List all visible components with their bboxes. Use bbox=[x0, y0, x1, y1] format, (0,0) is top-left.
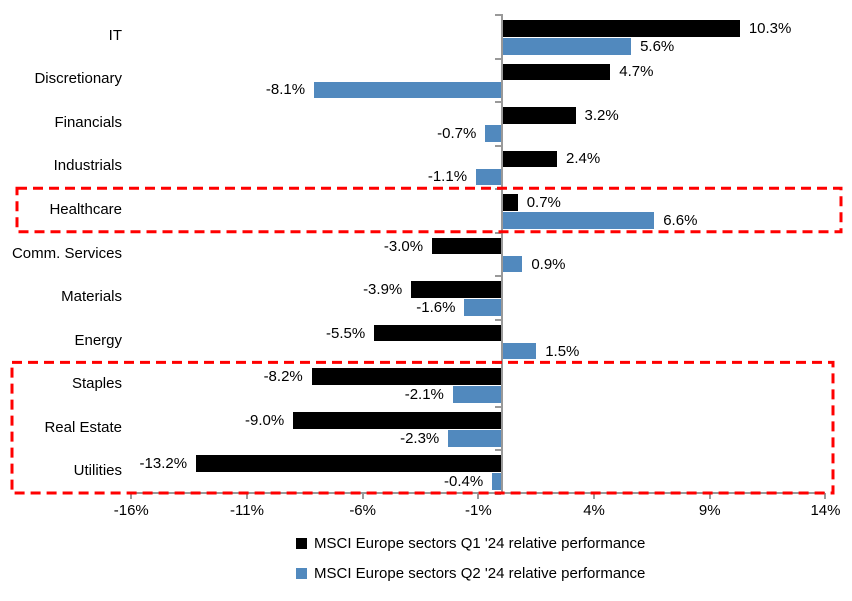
bar-q1 bbox=[501, 107, 576, 124]
category-label: Energy bbox=[74, 331, 122, 349]
legend-label-q2: MSCI Europe sectors Q2 '24 relative perf… bbox=[314, 565, 646, 582]
bar-q2 bbox=[314, 81, 502, 99]
bar-q2 bbox=[501, 342, 537, 360]
y-axis-tick bbox=[494, 188, 501, 191]
bar-q1 bbox=[501, 63, 611, 81]
y-axis-tick bbox=[494, 275, 501, 278]
data-label: -8.1% bbox=[265, 81, 306, 99]
y-axis-tick bbox=[494, 14, 501, 16]
legend-marker-q1-icon bbox=[296, 538, 307, 549]
data-label: 1.5% bbox=[545, 342, 580, 360]
data-label: 10.3% bbox=[748, 19, 792, 37]
category-label: Real Estate bbox=[44, 418, 122, 436]
category-label: Industrials bbox=[53, 157, 122, 175]
data-label: -8.2% bbox=[263, 368, 303, 386]
category-label: Comm. Services bbox=[11, 244, 122, 262]
x-axis-tick bbox=[361, 493, 364, 499]
data-label: 2.4% bbox=[566, 150, 601, 168]
y-axis-tick bbox=[494, 57, 501, 60]
bar-q1 bbox=[501, 150, 558, 168]
bar-q2 bbox=[448, 429, 502, 447]
x-axis-tick bbox=[824, 493, 827, 499]
x-tick-label: 9% bbox=[698, 502, 721, 519]
x-axis-tick bbox=[593, 493, 596, 499]
bar-q1 bbox=[411, 281, 502, 298]
y-axis-tick bbox=[494, 405, 501, 408]
data-label: -1.1% bbox=[427, 168, 468, 186]
legend-item-q1: MSCI Europe sectors Q1 '24 relative perf… bbox=[296, 535, 645, 552]
category-label: Financials bbox=[54, 113, 122, 131]
category-label: Utilities bbox=[73, 462, 122, 480]
category-label: Discretionary bbox=[34, 70, 122, 88]
x-tick-label: -1% bbox=[465, 502, 492, 519]
x-axis-tick bbox=[130, 493, 133, 499]
x-tick-label: -16% bbox=[113, 502, 149, 519]
legend-label-q1: MSCI Europe sectors Q1 '24 relative perf… bbox=[314, 535, 646, 552]
x-axis-tick bbox=[477, 493, 480, 499]
data-label: -2.1% bbox=[404, 386, 444, 404]
y-axis-tick bbox=[494, 449, 501, 452]
bar-q2 bbox=[501, 38, 632, 55]
data-label: 6.6% bbox=[663, 211, 698, 229]
x-tick-label: 14% bbox=[810, 502, 841, 519]
bar-q2 bbox=[501, 255, 523, 273]
bar-q1 bbox=[196, 455, 502, 473]
y-axis-tick bbox=[494, 101, 501, 104]
legend-marker-q2-icon bbox=[296, 568, 307, 579]
x-tick-label: 4% bbox=[583, 502, 605, 519]
y-axis-tick bbox=[494, 144, 501, 147]
y-axis-tick bbox=[494, 362, 501, 365]
data-label: -2.3% bbox=[400, 429, 440, 447]
data-label: -1.6% bbox=[416, 299, 456, 317]
data-label: 0.9% bbox=[531, 255, 566, 273]
category-label: IT bbox=[108, 26, 122, 44]
data-label: -0.4% bbox=[444, 473, 484, 491]
y-axis-tick bbox=[494, 231, 501, 234]
data-label: 3.2% bbox=[584, 106, 619, 124]
bar-q1 bbox=[432, 237, 502, 255]
x-tick-label: -11% bbox=[230, 502, 264, 519]
bar-q2 bbox=[501, 212, 655, 229]
bar-q1 bbox=[374, 324, 502, 342]
data-label: 4.7% bbox=[619, 63, 654, 81]
data-label: -3.9% bbox=[363, 281, 403, 299]
legend-item-q2: MSCI Europe sectors Q2 '24 relative perf… bbox=[296, 565, 645, 582]
data-label: -5.5% bbox=[326, 324, 366, 342]
bar-q1 bbox=[311, 368, 502, 385]
category-label: Staples bbox=[71, 375, 122, 393]
bar-q1 bbox=[501, 20, 740, 37]
bar-q2 bbox=[476, 168, 502, 186]
y-axis-tick bbox=[494, 318, 501, 321]
data-label: -3.0% bbox=[383, 237, 424, 255]
category-label: Materials bbox=[61, 288, 122, 306]
data-label: 0.7% bbox=[526, 193, 561, 211]
x-axis-tick bbox=[245, 493, 248, 499]
y-axis-line bbox=[500, 14, 503, 493]
data-label: -13.2% bbox=[139, 455, 188, 473]
x-axis-tick bbox=[708, 493, 711, 499]
data-label: 5.6% bbox=[640, 37, 675, 55]
bar-q2 bbox=[464, 299, 502, 316]
bar-q1 bbox=[293, 411, 502, 429]
bar-q1 bbox=[501, 194, 518, 211]
x-tick-label: -6% bbox=[349, 502, 376, 519]
bar-q2 bbox=[452, 386, 502, 403]
category-label: Healthcare bbox=[49, 200, 122, 218]
data-label: -9.0% bbox=[245, 411, 285, 429]
data-label: -0.7% bbox=[437, 124, 477, 142]
bar-q2 bbox=[485, 125, 502, 142]
